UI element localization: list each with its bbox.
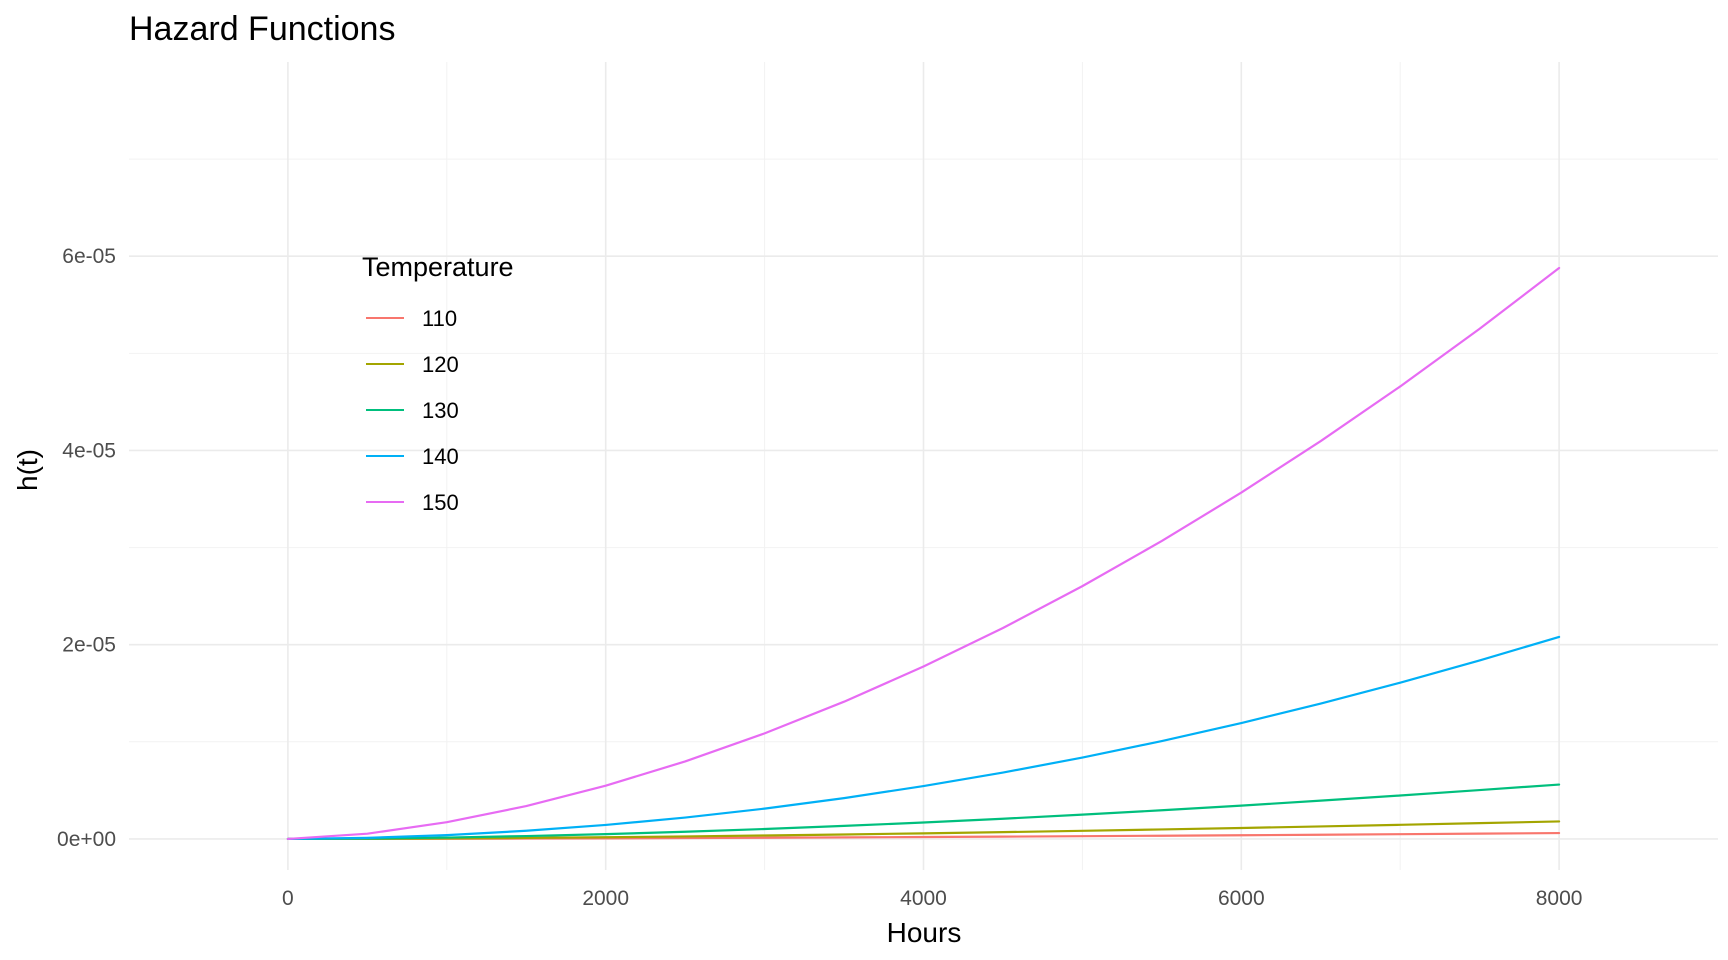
series-line-150	[286, 266, 1561, 841]
x-tick-label: 8000	[1536, 887, 1583, 910]
y-tick-label: 2e-05	[62, 634, 116, 657]
legend-label-110: 110	[422, 306, 457, 331]
x-axis-title: Hours	[887, 917, 962, 948]
series-line-140	[286, 635, 1561, 841]
series-line-130	[286, 783, 1561, 841]
legend: Temperature 110 120 130 140 150	[362, 252, 514, 515]
y-tick-label: 6e-05	[62, 245, 116, 268]
x-tick-label: 6000	[1218, 887, 1265, 910]
legend-label-130: 130	[422, 398, 459, 423]
legend-label-120: 120	[422, 352, 459, 377]
legend-label-140: 140	[422, 444, 459, 469]
x-tick-label: 0	[282, 887, 294, 910]
x-tick-label: 2000	[582, 887, 629, 910]
y-tick-label: 4e-05	[62, 439, 116, 462]
chart-title: Hazard Functions	[129, 10, 395, 48]
series-line-120	[286, 820, 1561, 841]
y-axis-title: h(t)	[12, 449, 43, 491]
x-tick-label: 4000	[900, 887, 947, 910]
tick-labels: 0 2000 4000 6000 8000 0e+00 2e-05 4e-05 6e-05	[57, 245, 1582, 910]
series-lines	[286, 266, 1561, 841]
legend-title: Temperature	[362, 252, 514, 282]
legend-label-150: 150	[422, 490, 459, 515]
y-tick-label: 0e+00	[57, 828, 116, 851]
grid	[129, 62, 1718, 870]
